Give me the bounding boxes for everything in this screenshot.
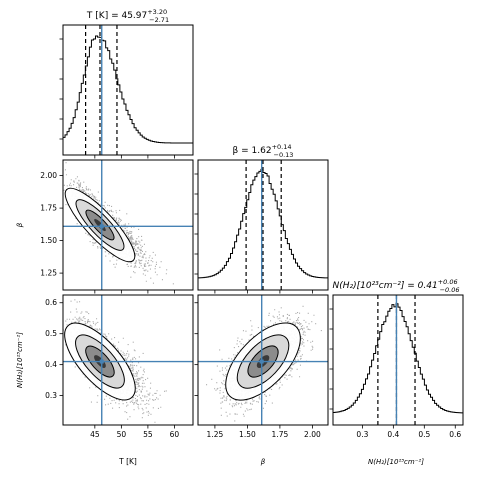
ytick-label-NH2-2: 0.5 [45, 329, 57, 338]
scatter-T-NH2 [63, 299, 167, 423]
title-T: T [K] = 45.97+3.20 −2.71 [86, 8, 169, 24]
xtick-label-beta-2: 1.75 [272, 430, 289, 439]
panel-hist-T [63, 25, 193, 155]
xlabel-beta: β [261, 458, 266, 466]
xtick-label-NH2-3: 0.6 [449, 430, 461, 439]
axes-frames: 1.25 1.50 1.75 2.00 45 50 55 60 0.3 0.4 0.5 0.6 1.25… [40, 24, 464, 439]
xtick-label-T-0: 45 [90, 430, 100, 439]
frame-2-0 [62, 294, 194, 426]
truth-marker-T-beta [99, 224, 104, 229]
xtick-label-T-2: 55 [143, 430, 153, 439]
ytick-label-beta-2: 1.75 [40, 204, 57, 213]
truth-marker-T-NH2 [99, 359, 104, 364]
ylabel-beta: β [16, 222, 24, 227]
ytick-label-beta-1: 1.50 [40, 236, 57, 245]
ytick-label-beta-0: 1.25 [40, 269, 57, 278]
ylabel-NH2: N(H₂)[10²³cm⁻²] [16, 332, 24, 388]
panel-T-vs-NH2 [63, 295, 193, 425]
panel-T-vs-beta [63, 160, 193, 290]
frame-1-1 [197, 159, 329, 291]
title-beta: β = 1.62+0.14 −0.13 [233, 143, 294, 159]
xlabel-T: T [K] [118, 457, 137, 466]
xtick-label-T-1: 50 [117, 430, 127, 439]
ytick-label-NH2-0: 0.3 [45, 391, 57, 400]
panel-hist-beta [198, 160, 328, 290]
ytick-label-NH2-1: 0.4 [45, 360, 57, 369]
frame-1-0 [62, 159, 194, 291]
frame-0-0 [62, 24, 194, 156]
xtick-label-T-3: 60 [170, 430, 180, 439]
frame-2-1 [197, 294, 329, 426]
xtick-label-NH2-1: 0.4 [387, 430, 399, 439]
ytick-label-beta-3: 2.00 [40, 171, 57, 180]
xtick-label-NH2-2: 0.5 [418, 430, 430, 439]
panel-beta-vs-NH2 [198, 295, 328, 425]
histogram-NH2 [333, 303, 463, 414]
xlabel-NH2: N(H₂)[10²³cm⁻²] [368, 458, 424, 466]
xtick-label-beta-1: 1.50 [239, 430, 256, 439]
xtick-label-NH2-0: 0.3 [356, 430, 368, 439]
xtick-label-beta-0: 1.25 [207, 430, 224, 439]
panel-hist-NH2 [333, 295, 463, 425]
histogram-T [63, 35, 193, 144]
title-NH2: N(H₂)[10²³cm⁻²] = 0.41+0.06 −0.06 [332, 278, 459, 294]
ytick-label-NH2-3: 0.6 [45, 298, 57, 307]
scatter-T-beta [63, 162, 174, 285]
truth-marker-beta-NH2 [259, 359, 264, 364]
frame-2-2 [332, 294, 464, 426]
xtick-label-beta-3: 2.00 [304, 430, 321, 439]
